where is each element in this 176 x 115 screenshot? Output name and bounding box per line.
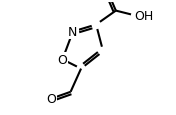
Text: N: N <box>68 26 78 39</box>
Text: O: O <box>46 92 56 105</box>
Text: O: O <box>58 53 67 66</box>
Text: O: O <box>104 0 114 2</box>
Text: OH: OH <box>134 10 154 23</box>
